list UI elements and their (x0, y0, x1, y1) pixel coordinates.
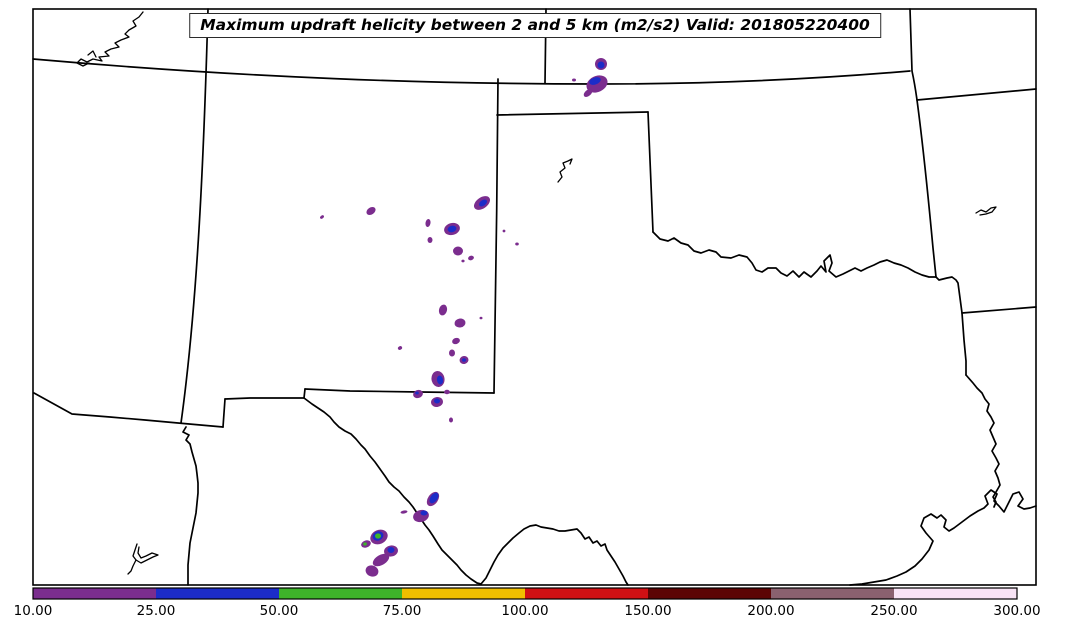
helicity-blob (444, 389, 450, 395)
border-sonora-chihuahua (182, 426, 199, 586)
river-mexico-stem (127, 559, 137, 575)
helicity-blob (429, 492, 439, 504)
helicity-blob (462, 358, 466, 362)
helicity-blob (365, 565, 379, 577)
helicity-blob (502, 229, 506, 233)
helicity-blob (375, 533, 381, 539)
colorbar-segment (156, 588, 280, 599)
helicity-blob (449, 417, 453, 423)
colorbar-tick-label: 10.00 (14, 603, 53, 619)
colorbar: 10.00 25.00 50.00 75.00 100.00 150.00 200.00 25… (14, 587, 1041, 619)
helicity-blob (372, 553, 390, 567)
helicity-blob (453, 246, 463, 256)
helicity-blob (363, 542, 367, 546)
border-37n-parallel (32, 58, 911, 85)
helicity-blob (434, 398, 440, 404)
river-arkansas (975, 206, 997, 216)
river-colorado (76, 11, 144, 67)
colorbar-tick-label: 100.00 (501, 603, 548, 619)
helicity-blob (400, 510, 408, 514)
helicity-blob (479, 316, 483, 320)
helicity-blob (454, 318, 466, 328)
colorbar-tick-label: 200.00 (747, 603, 794, 619)
state-borders (32, 8, 1037, 586)
helicity-blob (320, 215, 324, 219)
helicity-blob (468, 255, 474, 261)
colorbar-segment (771, 588, 895, 599)
helicity-blob (415, 391, 419, 395)
colorbar-segment (279, 588, 403, 599)
river-mexico (132, 543, 159, 564)
border-ks-mo-ok-ar (909, 8, 937, 278)
border-109w-az-nm (180, 8, 209, 424)
river-colorado-branch (87, 50, 97, 58)
border-ar-la (961, 306, 1037, 314)
helicity-blob (420, 510, 428, 516)
colorbar-segment (33, 588, 157, 599)
helicity-blob (366, 206, 376, 216)
border-100w-tx-ok (647, 111, 654, 233)
border-rio-grande (303, 397, 629, 586)
helicity-blob (478, 199, 488, 207)
colorbar-tick-label: 250.00 (870, 603, 917, 619)
helicity-blob (583, 89, 593, 97)
helicity-blob (461, 259, 465, 263)
helicity-blob (452, 337, 460, 345)
border-nm-tx-32n (304, 388, 495, 394)
helicity-blob (572, 78, 576, 82)
colorbar-tick-label: 75.00 (383, 603, 422, 619)
helicity-blob (427, 237, 433, 243)
helicity-blob-layer (320, 58, 608, 577)
helicity-blob (438, 304, 448, 316)
border-103w-nm-tx (493, 78, 499, 394)
colorbar-tick-label: 300.00 (993, 603, 1040, 619)
colorbar-tick-label: 25.00 (137, 603, 176, 619)
border-az-mexico (33, 392, 224, 428)
border-red-river (652, 231, 937, 278)
border-nm-south (224, 388, 306, 400)
helicity-blob (449, 349, 455, 357)
helicity-blob (425, 219, 431, 227)
border-ar-mo (916, 88, 1037, 101)
river-oklahoma (557, 158, 573, 183)
border-sabine-river (965, 374, 1001, 508)
river-lines (76, 11, 997, 575)
plot-title: Maximum updraft helicity between 2 and 5… (189, 13, 881, 38)
colorbar-segment (894, 588, 1018, 599)
helicity-blob (597, 61, 605, 69)
helicity-blob (515, 242, 519, 246)
helicity-blob (447, 225, 457, 233)
border-tx-ok-panhandle (496, 111, 649, 116)
plot-frame (32, 8, 1037, 586)
colorbar-segment (525, 588, 649, 599)
colorbar-segment (648, 588, 772, 599)
helicity-blob (387, 547, 395, 553)
colorbar-tick-label: 150.00 (624, 603, 671, 619)
border-tx-ar-corner (935, 276, 967, 376)
helicity-blob (397, 346, 403, 350)
colorbar-outline (32, 587, 1018, 600)
colorbar-segment (402, 588, 526, 599)
border-nm-bootheel (222, 398, 226, 428)
gulf-coastline (849, 489, 1037, 586)
helicity-blob (436, 375, 444, 385)
colorbar-tick-label: 50.00 (260, 603, 299, 619)
helicity-blob (589, 77, 601, 85)
